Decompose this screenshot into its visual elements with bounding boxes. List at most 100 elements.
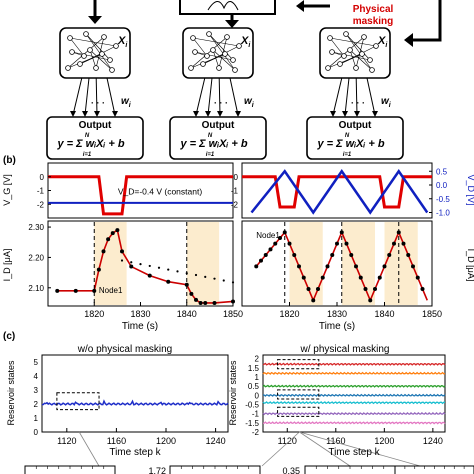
weight-arrow <box>355 77 358 116</box>
vd-constant-label: V_D=-0.4 V (constant) <box>118 187 203 197</box>
time-tick-left: 1840 <box>177 309 197 319</box>
zoom-connector <box>78 431 100 467</box>
zoom-connector <box>299 431 421 467</box>
network-node <box>113 43 119 49</box>
weight-arrow <box>344 77 350 116</box>
vd-triangle-trace <box>250 169 429 215</box>
network-node <box>93 65 99 71</box>
network-node <box>109 67 115 73</box>
id-point-left <box>194 297 198 302</box>
sum-upper-limit: N <box>208 133 213 139</box>
output-formula: y = Σ wᵢXᵢ + b <box>179 138 247 150</box>
reference-dot <box>130 261 133 264</box>
left-y-tick: 0 <box>34 428 39 437</box>
left-y-tick: 3 <box>34 386 39 395</box>
vg-tick-label-right: 0 <box>234 173 239 182</box>
id-point-right <box>349 253 354 257</box>
output-title: Output <box>202 120 235 131</box>
network-node <box>67 35 73 41</box>
network-node <box>222 51 228 57</box>
id-point-right <box>325 264 330 269</box>
network-node <box>337 61 343 67</box>
vg-tick-label-right: -2 <box>231 200 239 209</box>
network-node <box>325 65 331 71</box>
panel-b: (b) V_D=-0.4 V (constant) 0 -1 -2 0.5 0.0 -0.5… <box>2 155 474 332</box>
right-x-tick: 1160 <box>326 436 345 446</box>
id-point-right <box>377 275 382 280</box>
id-point-left <box>101 249 106 254</box>
vg-tick-label: 0 <box>40 173 45 182</box>
output-title: Output <box>339 120 372 131</box>
time-axis-label-right: Time (s) <box>319 321 355 332</box>
network-node <box>216 65 222 71</box>
reference-dot <box>222 279 225 282</box>
physical-masking-label: Physical <box>353 4 394 15</box>
id-point-left <box>166 279 171 284</box>
reference-dot <box>148 264 151 268</box>
masked-state-trace <box>262 421 446 425</box>
id-point-right <box>401 241 406 246</box>
weight-arrow <box>106 77 116 116</box>
network-node <box>367 57 373 63</box>
weight-arrow <box>332 77 343 116</box>
network-node <box>65 65 71 71</box>
state-label: Xi <box>240 35 251 49</box>
weight-arrow <box>95 77 98 116</box>
network-node <box>327 35 333 41</box>
id-point-right <box>287 241 292 246</box>
network-node <box>99 51 105 57</box>
network-node <box>87 47 93 53</box>
right-y-tick: 0.5 <box>248 382 260 391</box>
network-node <box>192 49 198 55</box>
id-axis-label-left: I_D [μA] <box>2 249 12 282</box>
reference-dot <box>231 281 235 284</box>
id-point-right <box>368 298 373 303</box>
vg-plot-left <box>47 162 234 219</box>
panel-b-label: (b) <box>3 155 16 166</box>
id-point-right <box>320 275 325 280</box>
id-point-right <box>354 264 358 269</box>
vg-tick-label: -2 <box>37 200 45 209</box>
id-point-left <box>203 300 208 305</box>
states-axis-label-left: Reservoir states <box>6 360 16 426</box>
reservoir-box <box>182 27 254 79</box>
state-label: Xi <box>377 35 388 49</box>
network-node <box>107 57 113 63</box>
id-point-right <box>392 241 396 246</box>
reference-dot <box>204 275 207 278</box>
network-node <box>353 65 359 71</box>
id-point-right <box>306 287 311 291</box>
id-point-right <box>406 253 411 257</box>
id-point-right <box>330 253 335 257</box>
sum-lower-limit: i=1 <box>343 152 352 158</box>
id-point-right <box>297 264 301 269</box>
id-tick-label: 2.30 <box>28 223 44 232</box>
vd-tick-label: -0.5 <box>436 195 450 204</box>
id-point-left <box>96 267 101 272</box>
panel-c-label: (c) <box>3 331 15 342</box>
network-node <box>361 34 367 40</box>
time-tick-left: 1820 <box>84 309 104 319</box>
id-point-left <box>231 299 235 304</box>
left-y-tick: 1 <box>34 414 39 423</box>
sum-upper-limit: N <box>345 133 350 139</box>
vg-tick-label-right: -1 <box>231 187 239 196</box>
reference-dot <box>213 277 216 280</box>
timestep-label-left: Time step k <box>109 447 161 458</box>
weight-arrow <box>72 77 83 116</box>
network-node <box>329 49 335 55</box>
id-point-left <box>189 291 194 296</box>
id-point-left <box>198 300 203 305</box>
id-point-left <box>115 228 120 233</box>
reference-dot <box>157 266 161 269</box>
shaded-region <box>341 222 375 305</box>
id-point-right <box>373 287 377 291</box>
masked-state-trace <box>262 412 446 416</box>
right-y-tick: -1.5 <box>245 419 259 428</box>
id-point-left <box>120 249 124 254</box>
id-point-right <box>292 253 297 257</box>
network-node <box>224 34 230 40</box>
time-tick-left: 1850 <box>223 309 243 319</box>
masking-arrow <box>410 0 442 42</box>
